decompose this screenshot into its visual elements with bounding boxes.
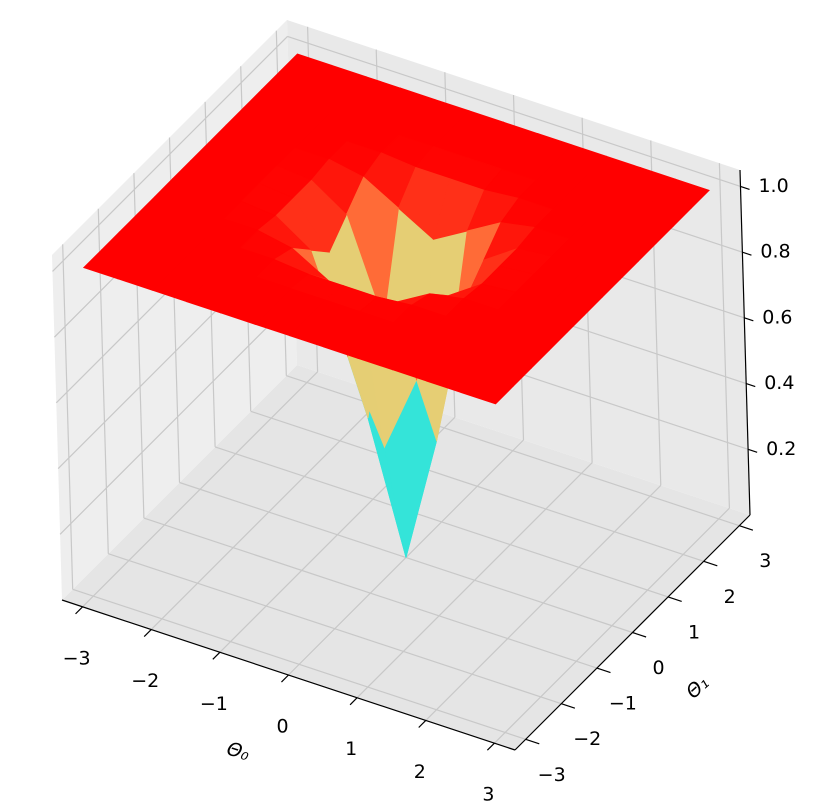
- tick-mark: [703, 560, 718, 567]
- x-tick-label: 3: [482, 784, 494, 801]
- y-tick-label: 2: [724, 586, 736, 608]
- axes: −3 −2 −1 0 1 2 3 −3 −2 −1 0 1 2 3 0.2 0.4 0.6 0.8 1.0: [61, 169, 796, 805]
- grid-line: [287, 35, 741, 187]
- z-tick-label: 0.2: [766, 438, 796, 460]
- x-tick-label: 2: [414, 761, 426, 783]
- tick-mark: [739, 525, 754, 531]
- tick-mark: [349, 697, 358, 706]
- z-tick-label: 0.6: [762, 306, 792, 328]
- tick-mark: [281, 674, 289, 683]
- x-tick-label: −2: [131, 670, 159, 692]
- tick-mark: [561, 703, 576, 709]
- grid-line: [72, 588, 526, 740]
- tick-mark: [75, 606, 84, 615]
- y-tick-label: −3: [538, 764, 566, 786]
- tick-mark: [746, 383, 756, 388]
- grid-line: [52, 36, 288, 272]
- tick-mark: [143, 629, 152, 638]
- y-tick-label: −1: [609, 693, 637, 715]
- tick-mark: [486, 742, 495, 751]
- x-tick-label: −1: [200, 693, 228, 715]
- x-tick-label: 1: [345, 738, 357, 760]
- x-tick-label: −3: [63, 647, 91, 669]
- tick-mark: [525, 738, 540, 745]
- y-axis-label: Θ₁: [682, 672, 713, 703]
- tick-mark: [596, 667, 611, 674]
- grid-line: [59, 298, 296, 535]
- z-tick-label: 0.8: [760, 241, 790, 263]
- z-tick-label: 0.4: [764, 372, 794, 394]
- axis-line: [514, 514, 751, 751]
- surface-face: [460, 374, 515, 405]
- grid-line: [214, 446, 669, 598]
- tick-mark: [418, 720, 427, 728]
- grid-line: [62, 244, 74, 590]
- y-tick-label: 0: [652, 657, 664, 679]
- tick-mark: [742, 251, 752, 256]
- grid-line: [250, 410, 704, 562]
- tick-mark: [632, 631, 647, 638]
- grid-line: [286, 375, 740, 527]
- y-tick-label: −2: [573, 728, 601, 750]
- tick-mark: [212, 651, 221, 660]
- surface: [82, 53, 710, 558]
- z-tick-label: 1.0: [758, 175, 788, 197]
- x-tick-label: 0: [276, 716, 288, 738]
- tick-mark: [667, 596, 682, 602]
- tick-mark: [747, 448, 758, 453]
- y-tick-label: 1: [688, 621, 700, 643]
- tick-mark: [740, 185, 750, 190]
- y-tick-label: 3: [759, 550, 771, 572]
- axis-line: [61, 599, 516, 751]
- axis-line: [739, 169, 751, 516]
- x-axis-label: Θ₀: [224, 738, 253, 766]
- grid-line: [108, 553, 562, 705]
- tick-mark: [744, 317, 754, 322]
- grid-line: [143, 517, 598, 669]
- grid-line: [718, 163, 731, 509]
